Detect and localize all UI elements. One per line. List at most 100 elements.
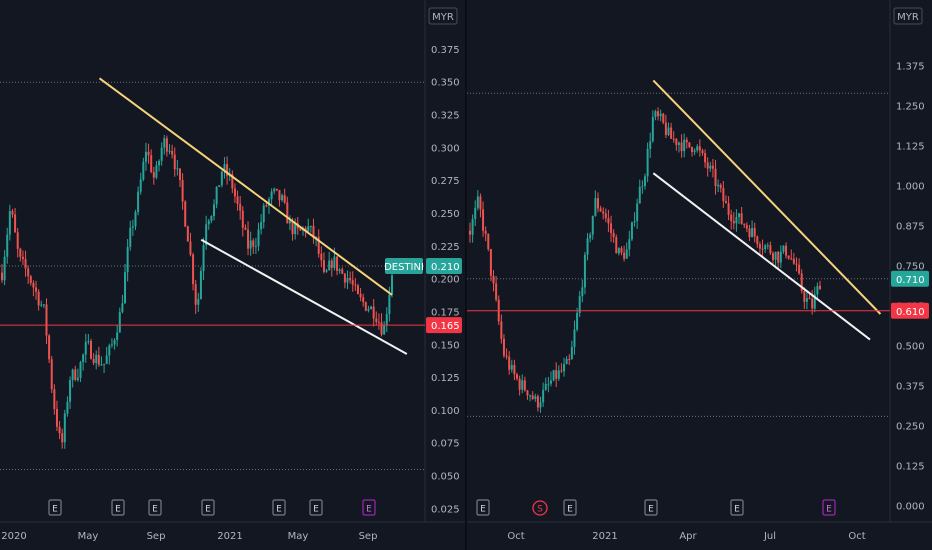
split-event-icon[interactable] bbox=[532, 500, 548, 516]
candle-body bbox=[751, 227, 754, 238]
earnings-event-icon[interactable] bbox=[822, 499, 836, 516]
support-price-tag bbox=[891, 302, 929, 319]
candle-body bbox=[194, 284, 197, 305]
candle-body bbox=[531, 395, 534, 399]
candle-body bbox=[370, 306, 373, 310]
panel-separator bbox=[465, 0, 467, 550]
candle-body bbox=[693, 150, 696, 152]
y-tick-label: 1.125 bbox=[896, 142, 925, 153]
y-tick-label: 0.325 bbox=[431, 111, 460, 122]
candle-body bbox=[730, 214, 733, 221]
candle-body bbox=[740, 213, 743, 224]
candle-body bbox=[150, 155, 153, 173]
candle-body bbox=[61, 433, 64, 443]
candle-body bbox=[482, 209, 485, 231]
candle-body bbox=[377, 321, 380, 323]
candle-body bbox=[178, 168, 181, 180]
earnings-event-icon[interactable] bbox=[272, 499, 286, 516]
trendline-lower[interactable] bbox=[652, 172, 871, 341]
event-label: E bbox=[205, 505, 211, 515]
x-tick-label: Sep bbox=[359, 531, 378, 542]
candle-body bbox=[738, 213, 741, 218]
candle-body bbox=[745, 225, 748, 229]
candle-body bbox=[307, 226, 310, 232]
y-tick-label: 0.050 bbox=[431, 472, 460, 483]
x-tick-label: Jul bbox=[763, 531, 776, 542]
candle-body bbox=[513, 365, 516, 375]
candle-body bbox=[487, 233, 490, 250]
candle-body bbox=[152, 172, 155, 178]
candle-body bbox=[147, 151, 150, 156]
candle-body bbox=[249, 240, 252, 249]
candle-body bbox=[330, 260, 333, 268]
candle-body bbox=[583, 254, 586, 288]
earnings-event-icon[interactable] bbox=[148, 499, 162, 516]
candle-body bbox=[777, 251, 780, 263]
earnings-event-icon[interactable] bbox=[362, 499, 376, 516]
trendline-upper[interactable] bbox=[98, 77, 393, 296]
candle-body bbox=[727, 203, 730, 215]
candle-body bbox=[42, 304, 45, 306]
earnings-event-icon[interactable] bbox=[111, 499, 125, 516]
currency-badge[interactable] bbox=[893, 7, 923, 25]
candle-body bbox=[202, 245, 205, 271]
candle-body bbox=[516, 374, 519, 379]
candle-body bbox=[124, 272, 127, 304]
last-price-label: 0.210 bbox=[431, 262, 460, 273]
candle-body bbox=[325, 270, 328, 272]
candle-body bbox=[704, 153, 707, 163]
candles bbox=[469, 107, 821, 413]
x-tick-label: 2020 bbox=[1, 531, 26, 542]
candle-body bbox=[92, 358, 95, 363]
candle-body bbox=[205, 224, 208, 246]
y-tick-label: 1.000 bbox=[896, 182, 925, 193]
trendline-upper[interactable] bbox=[652, 79, 882, 315]
support-price-tag bbox=[426, 317, 462, 334]
candle-body bbox=[367, 309, 370, 311]
x-tick-label: Sep bbox=[147, 531, 166, 542]
candle-body bbox=[604, 213, 607, 219]
candle-body bbox=[748, 228, 751, 238]
candle-body bbox=[539, 402, 542, 408]
candle-body bbox=[675, 138, 678, 145]
candle-body bbox=[758, 244, 761, 249]
candle-body bbox=[636, 203, 639, 222]
candle-body bbox=[315, 236, 318, 238]
earnings-event-icon[interactable] bbox=[730, 499, 744, 516]
candle-body bbox=[312, 226, 315, 238]
currency-badge[interactable] bbox=[428, 7, 458, 25]
candle-body bbox=[547, 383, 550, 385]
y-tick-label: 0.375 bbox=[431, 45, 460, 56]
last-price-label: 0.710 bbox=[896, 275, 925, 286]
x-tick-label: 2021 bbox=[217, 531, 242, 542]
candle-body bbox=[761, 248, 764, 250]
candle-body bbox=[717, 184, 720, 187]
candle-body bbox=[670, 127, 673, 139]
candle-body bbox=[69, 380, 72, 402]
candle-body bbox=[63, 413, 66, 443]
candle-body bbox=[134, 211, 137, 227]
trendline-lower[interactable] bbox=[200, 238, 408, 355]
y-tick-label: 0.350 bbox=[431, 78, 460, 89]
candle-body bbox=[45, 304, 48, 336]
candle-body bbox=[492, 275, 495, 284]
earnings-event-icon[interactable] bbox=[201, 499, 215, 516]
earnings-event-icon[interactable] bbox=[476, 499, 490, 516]
currency-label: MYR bbox=[897, 12, 919, 23]
candle-body bbox=[667, 127, 670, 135]
y-tick-label: 0.875 bbox=[896, 222, 925, 233]
candle-body bbox=[197, 298, 200, 305]
candle-body bbox=[278, 190, 281, 201]
earnings-event-icon[interactable] bbox=[309, 499, 323, 516]
x-tick-label: May bbox=[78, 531, 99, 542]
candle-body bbox=[706, 162, 709, 169]
candle-body bbox=[160, 147, 163, 161]
candle-body bbox=[798, 264, 801, 274]
candle-body bbox=[103, 363, 106, 365]
candle-body bbox=[785, 245, 788, 256]
earnings-event-icon[interactable] bbox=[48, 499, 62, 516]
earnings-event-icon[interactable] bbox=[563, 499, 577, 516]
earnings-event-icon[interactable] bbox=[644, 499, 658, 516]
candle-body bbox=[231, 174, 234, 189]
last-price-tag bbox=[891, 270, 929, 287]
